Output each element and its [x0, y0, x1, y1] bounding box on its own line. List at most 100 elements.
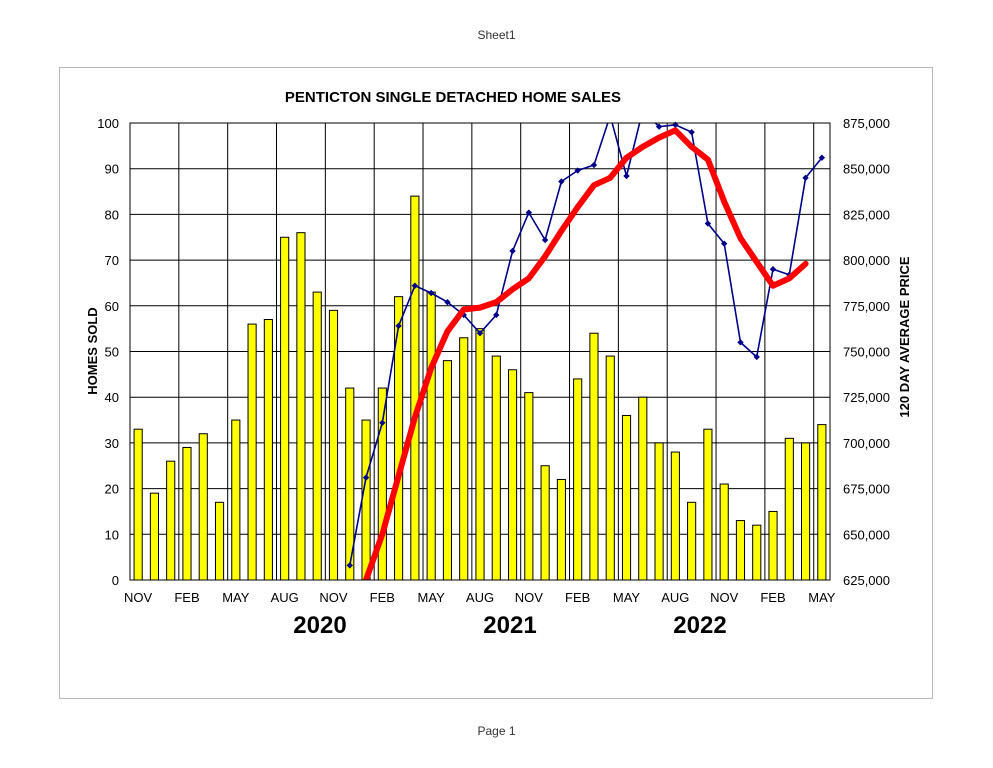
price-marker: [737, 339, 744, 346]
year-label: 2022: [673, 612, 726, 639]
x-tick-label: AUG: [661, 590, 689, 605]
price-line-monthly: [349, 123, 823, 567]
bar: [149, 492, 159, 581]
bar: [817, 424, 827, 581]
y-tick-label-right: 775,000: [843, 299, 890, 314]
plot-border: [129, 122, 831, 581]
price-marker: [558, 178, 565, 185]
chart-frame: [59, 67, 933, 699]
bar: [133, 428, 143, 581]
price-marker: [476, 330, 484, 337]
x-tick-label: NOV: [515, 590, 544, 605]
price-marker: [753, 353, 760, 361]
price-marker: [379, 419, 386, 426]
bar: [312, 291, 322, 581]
x-tick-label: AUG: [271, 590, 299, 605]
price-marker: [444, 298, 451, 306]
y-tick-label-left: 70: [105, 253, 119, 268]
price-marker: [655, 123, 663, 130]
bar: [735, 520, 746, 581]
y-axis-left-label: HOMES SOLD: [85, 307, 100, 394]
bar: [442, 360, 453, 581]
price-marker: [525, 209, 533, 216]
bar: [459, 337, 469, 581]
price-marker: [493, 311, 500, 319]
year-label: 2020: [293, 612, 346, 639]
price-marker: [672, 121, 679, 129]
bar: [540, 465, 550, 581]
price-marker: [395, 322, 402, 330]
x-tick-label: FEB: [370, 590, 395, 605]
x-tick-label: NOV: [319, 590, 348, 605]
bar: [768, 510, 778, 581]
y-tick-label-left: 90: [105, 162, 119, 177]
bar: [703, 428, 713, 581]
bar: [231, 419, 241, 581]
bar: [280, 236, 290, 581]
price-marker: [818, 154, 826, 161]
y-tick-label-right: 725,000: [843, 390, 890, 405]
price-marker: [623, 172, 630, 180]
y-tick-label-right: 825,000: [843, 207, 890, 222]
bar: [638, 396, 648, 581]
price-marker: [704, 220, 712, 227]
price-marker: [688, 128, 695, 136]
bar: [752, 524, 762, 581]
y-tick-label-left: 50: [105, 345, 119, 360]
x-tick-label: MAY: [613, 590, 641, 605]
bar: [166, 460, 176, 581]
y-tick-label-left: 10: [105, 527, 119, 542]
price-marker: [720, 240, 728, 247]
bar: [426, 291, 436, 581]
bar: [556, 478, 566, 581]
price-marker: [411, 282, 419, 289]
bar: [182, 446, 192, 581]
bar: [361, 419, 371, 581]
x-tick-label: MAY: [222, 590, 250, 605]
bar: [410, 195, 420, 581]
bar: [475, 328, 485, 581]
x-tick-label: NOV: [710, 590, 739, 605]
bar: [784, 437, 794, 581]
y-tick-label-left: 30: [105, 436, 119, 451]
price-marker: [574, 167, 581, 174]
bar: [214, 501, 225, 581]
y-tick-label-right: 675,000: [843, 482, 890, 497]
price-marker: [802, 174, 809, 182]
bar: [328, 309, 339, 581]
y-tick-label-left: 40: [105, 390, 119, 405]
bar: [491, 355, 501, 581]
y-tick-label-left: 20: [105, 482, 119, 497]
x-tick-label: FEB: [174, 590, 199, 605]
x-tick-label: MAY: [418, 590, 446, 605]
price-marker: [541, 236, 549, 244]
y-tick-label-right: 650,000: [843, 527, 890, 542]
y-tick-label-right: 625,000: [843, 573, 890, 588]
year-label: 2021: [483, 612, 536, 639]
price-marker: [362, 474, 370, 481]
price-marker: [346, 562, 353, 569]
y-tick-label-left: 0: [112, 573, 119, 588]
price-marker: [427, 289, 435, 297]
y-tick-label-right: 850,000: [843, 162, 890, 177]
y-tick-label-right: 750,000: [843, 345, 890, 360]
y-tick-label-right: 700,000: [843, 436, 890, 451]
price-marker: [509, 247, 516, 255]
bar: [654, 442, 664, 581]
bar: [801, 442, 811, 581]
page-footer: Page 1: [477, 724, 516, 738]
y-tick-label-left: 80: [105, 207, 119, 222]
x-tick-label: AUG: [466, 590, 494, 605]
bar: [247, 323, 257, 581]
bar: [605, 355, 615, 581]
x-tick-label: NOV: [124, 590, 153, 605]
y-tick-label-left: 100: [97, 116, 119, 131]
bar: [573, 378, 583, 581]
y-axis-right-label: 120 DAY AVERAGE PRICE: [897, 256, 912, 417]
bar: [719, 483, 729, 581]
bar: [687, 501, 697, 581]
bar: [621, 414, 632, 581]
x-tick-label: MAY: [808, 590, 836, 605]
x-tick-label: FEB: [760, 590, 785, 605]
